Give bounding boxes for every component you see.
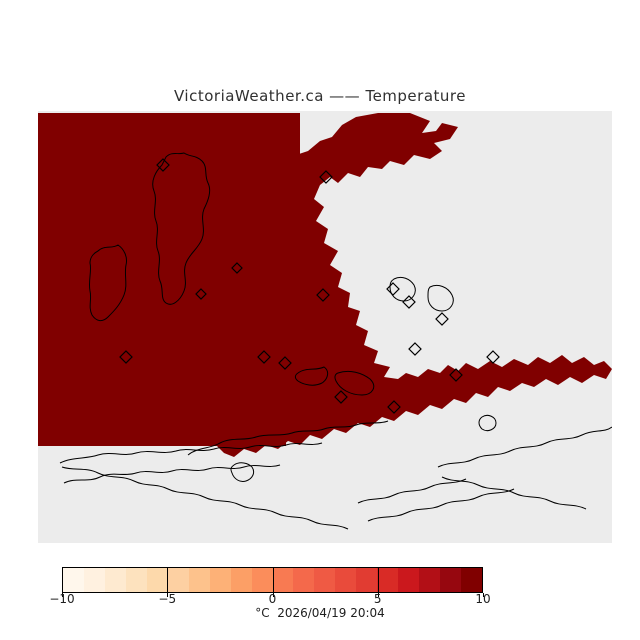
colorbar-division: [273, 567, 274, 593]
colorbar-tick-label: 10: [475, 592, 491, 606]
colorbar-swatch-19: [461, 568, 483, 592]
colorbar-footer-label: °C 2026/04/19 20:04: [255, 606, 385, 620]
colorbar[interactable]: [62, 567, 484, 597]
coastline-brittany-north: [59, 442, 323, 464]
colorbar-swatch-2: [104, 568, 126, 592]
station-marker[interactable]: [408, 342, 422, 356]
colorbar-tick: [273, 593, 274, 597]
coastline-channel-islands: [230, 462, 255, 482]
station-marker[interactable]: [195, 288, 207, 300]
station-marker[interactable]: [119, 350, 133, 364]
colorbar-swatch-1: [83, 568, 105, 592]
colorbar-swatch-17: [419, 568, 441, 592]
station-marker[interactable]: [435, 312, 449, 326]
colorbar-tick: [483, 593, 484, 597]
station-marker[interactable]: [449, 368, 463, 382]
colorbar-swatch-3: [125, 568, 147, 592]
station-marker[interactable]: [319, 170, 333, 184]
coastline-france-mainland: [61, 466, 349, 530]
colorbar-tick-label: −10: [49, 592, 75, 606]
coastline-benelux: [437, 426, 612, 468]
inland-outline-lake-district: [294, 366, 329, 386]
station-marker[interactable]: [387, 400, 401, 414]
coastline-layer: [59, 152, 612, 530]
page-title: VictoriaWeather.ca —— Temperature: [174, 87, 466, 105]
colorbar-tick-label: 0: [268, 592, 277, 606]
colorbar-tick: [167, 593, 168, 597]
colorbar-swatch-7: [209, 568, 231, 592]
colorbar-division: [378, 567, 379, 593]
temperature-field-layer: [38, 113, 612, 457]
colorbar-swatch-14: [356, 568, 378, 592]
station-marker[interactable]: [278, 356, 292, 370]
coastline-low-countries-inland: [441, 476, 587, 510]
colorbar-swatch-4: [146, 568, 168, 592]
temperature-field-britain: [216, 113, 612, 457]
inland-outline-isle-of-wight: [478, 414, 497, 432]
colorbar-swatch-8: [230, 568, 252, 592]
inland-outline-west-lake: [88, 244, 127, 322]
station-marker[interactable]: [257, 350, 271, 364]
station-marker[interactable]: [386, 282, 400, 296]
station-marker[interactable]: [334, 390, 348, 404]
colorbar-swatch-5: [167, 568, 189, 592]
coastline-brittany-peninsula: [63, 464, 281, 484]
colorbar-swatch-0: [63, 568, 84, 592]
coastline-north-france-inland: [357, 478, 467, 504]
colorbar-tick: [62, 593, 63, 597]
colorbar-swatch-16: [398, 568, 420, 592]
colorbar-gradient[interactable]: [62, 567, 483, 593]
map-panel[interactable]: [38, 111, 612, 543]
colorbar-swatch-6: [188, 568, 210, 592]
coastline-normandy: [187, 420, 389, 456]
colorbar-swatch-15: [377, 568, 399, 592]
station-marker[interactable]: [156, 158, 170, 172]
colorbar-tick-label: −5: [158, 592, 177, 606]
inland-outline-estuary-b: [427, 284, 454, 312]
inland-outline-estuary-a: [389, 276, 416, 302]
coastline-south-detail: [367, 488, 515, 522]
station-marker-layer[interactable]: [119, 158, 500, 414]
colorbar-swatch-10: [272, 568, 294, 592]
colorbar-swatch-11: [293, 568, 315, 592]
map-canvas[interactable]: [38, 111, 612, 543]
colorbar-swatch-12: [314, 568, 336, 592]
colorbar-tick: [378, 593, 379, 597]
colorbar-swatch-13: [335, 568, 357, 592]
station-marker[interactable]: [231, 262, 243, 274]
colorbar-swatch-18: [440, 568, 462, 592]
station-marker[interactable]: [486, 350, 500, 364]
inland-outline-lough-neagh: [152, 152, 211, 305]
colorbar-division: [167, 567, 168, 593]
station-marker[interactable]: [402, 295, 416, 309]
colorbar-tick-label: 5: [373, 592, 382, 606]
station-marker[interactable]: [316, 288, 330, 302]
inland-outline-wash: [334, 370, 375, 396]
colorbar-swatch-9: [251, 568, 273, 592]
